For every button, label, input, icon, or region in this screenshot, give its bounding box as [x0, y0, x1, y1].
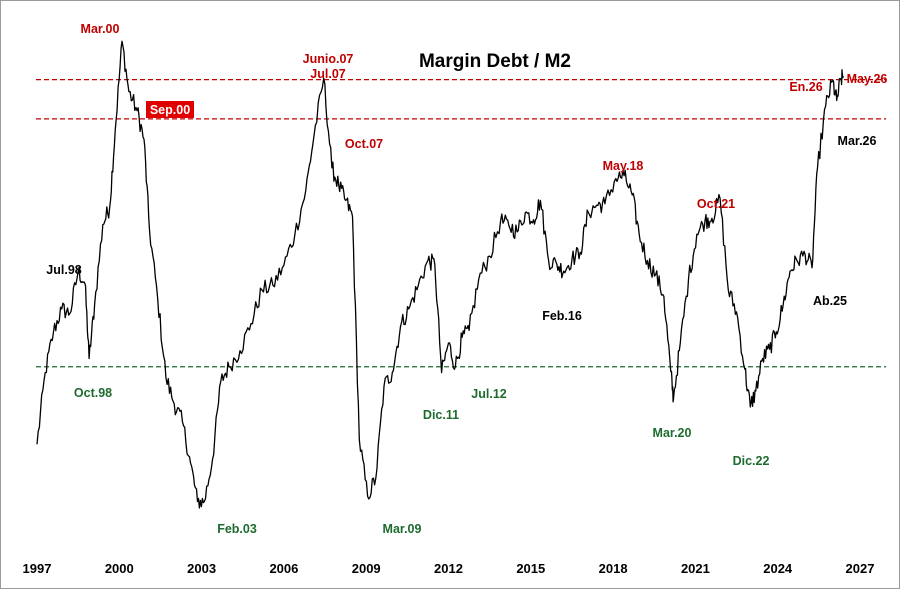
annotation-mar-20: Mar.20: [653, 426, 692, 440]
annotation-may-26: May.26: [847, 72, 888, 86]
annotation-sep-00: Sep.00: [150, 103, 190, 117]
annotation-en-26: En.26: [789, 80, 822, 94]
x-tick-label: 2024: [763, 561, 793, 576]
annotation-jul-12: Jul.12: [471, 387, 506, 401]
x-axis: 1997 2000 2003 2006 2009 2012 2015 2018 2021 2024…: [23, 561, 875, 576]
x-tick-label: 2006: [269, 561, 298, 576]
x-tick-label: 1997: [23, 561, 52, 576]
x-tick-label: 2009: [352, 561, 381, 576]
annotation-sep-00-box: [146, 101, 194, 118]
x-tick-label: 2018: [599, 561, 628, 576]
annotation-dic-11: Dic.11: [423, 408, 459, 422]
x-tick-label: 2027: [846, 561, 875, 576]
reference-lines: [36, 79, 886, 368]
annotation-may-18: May.18: [603, 159, 644, 173]
annotation-feb-16: Feb.16: [542, 309, 582, 323]
x-tick-label: 2012: [434, 561, 463, 576]
annotation-mar-26: Mar.26: [838, 134, 877, 148]
series-layer: [36, 40, 845, 509]
annotation-mar-09: Mar.09: [383, 522, 422, 536]
x-tick-label: 2000: [105, 561, 134, 576]
annotation-feb-03: Feb.03: [217, 522, 257, 536]
annotation-oct-98: Oct.98: [74, 386, 112, 400]
annotation-mar-00: Mar.00: [81, 22, 120, 36]
annotation-junio-07: Junio.07: [303, 52, 354, 66]
annotation-jul-98: Jul.98: [46, 263, 81, 277]
annotation-ab-25: Ab.25: [813, 294, 847, 308]
annotation-oct-07: Oct.07: [345, 137, 383, 151]
annotation-jul-07: Jul.07: [310, 67, 345, 81]
x-tick-label: 2015: [516, 561, 545, 576]
series-line-0: [36, 40, 845, 509]
annotation-dic-22: Dic.22: [733, 454, 770, 468]
x-tick-label: 2003: [187, 561, 216, 576]
annotation-oct-21: Oct.21: [697, 197, 735, 211]
chart-title: Margin Debt / M2: [419, 51, 571, 72]
x-tick-label: 2021: [681, 561, 710, 576]
